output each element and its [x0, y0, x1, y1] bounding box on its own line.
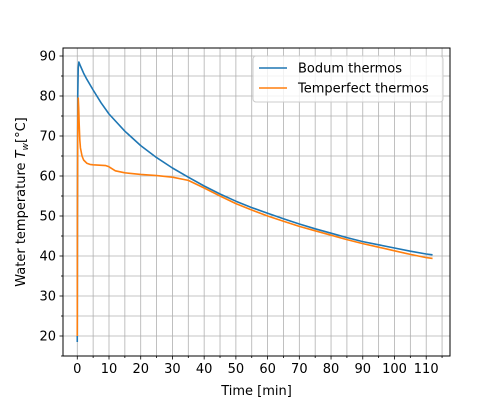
ticks: 0 10 20 30 40 50 60 70 80 90 100 110 20 30 40 50 60 70 80 9…: [39, 50, 443, 377]
plot-frame: [62, 47, 451, 357]
y-axis-label-unit: [°C]: [14, 117, 29, 143]
y-axis-label: Water temperature Tw[°C]: [14, 117, 31, 286]
y-tick-label: 40: [39, 250, 56, 265]
y-axis-label-text: Water temperature: [14, 162, 29, 286]
x-tick-label: 50: [228, 362, 245, 377]
x-tick-label: 110: [414, 362, 439, 377]
x-tick-label: 10: [101, 362, 118, 377]
legend-box: [252, 55, 444, 103]
y-axis-label-symbol: T: [14, 149, 29, 158]
x-axis-label: Time [min]: [220, 384, 292, 399]
x-tick-label: 60: [259, 362, 276, 377]
x-tick-label: 40: [196, 362, 213, 377]
y-tick-label: 80: [39, 90, 56, 105]
y-tick-label: 70: [39, 130, 56, 145]
x-tick-label: 100: [382, 362, 407, 377]
legend: Bodum thermos Temperfect thermos: [252, 55, 444, 103]
x-tick-label: 30: [164, 362, 181, 377]
legend-label-temperfect: Temperfect thermos: [297, 82, 429, 97]
y-tick-label: 20: [39, 330, 56, 345]
x-tick-label: 20: [132, 362, 149, 377]
x-tick-label: 0: [73, 362, 81, 377]
x-tick-label: 90: [354, 362, 371, 377]
x-tick-label: 70: [291, 362, 308, 377]
series-line-1: [76, 97, 433, 337]
y-tick-label: 90: [39, 50, 56, 65]
series-line-0: [76, 61, 433, 343]
y-axis-label-subscript: w: [21, 142, 31, 150]
legend-label-bodum: Bodum thermos: [298, 62, 402, 77]
y-tick-label: 30: [39, 290, 56, 305]
x-tick-label: 80: [323, 362, 340, 377]
y-tick-label: 50: [39, 210, 56, 225]
y-tick-label: 60: [39, 170, 56, 185]
series-layer: [76, 61, 433, 343]
